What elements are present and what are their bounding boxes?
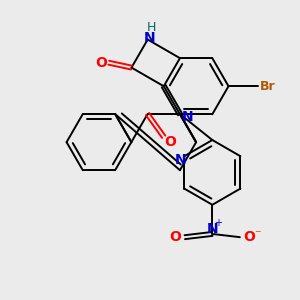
- Text: O: O: [169, 230, 181, 244]
- Text: N: N: [206, 222, 218, 236]
- Text: O: O: [244, 230, 256, 244]
- Text: Br: Br: [260, 80, 275, 93]
- Text: O: O: [165, 135, 176, 149]
- Text: N: N: [144, 31, 155, 45]
- Text: +: +: [214, 218, 222, 228]
- Text: ⁻: ⁻: [254, 229, 261, 242]
- Text: N: N: [182, 110, 194, 124]
- Text: N: N: [175, 153, 187, 167]
- Text: O: O: [95, 56, 107, 70]
- Text: H: H: [147, 21, 156, 34]
